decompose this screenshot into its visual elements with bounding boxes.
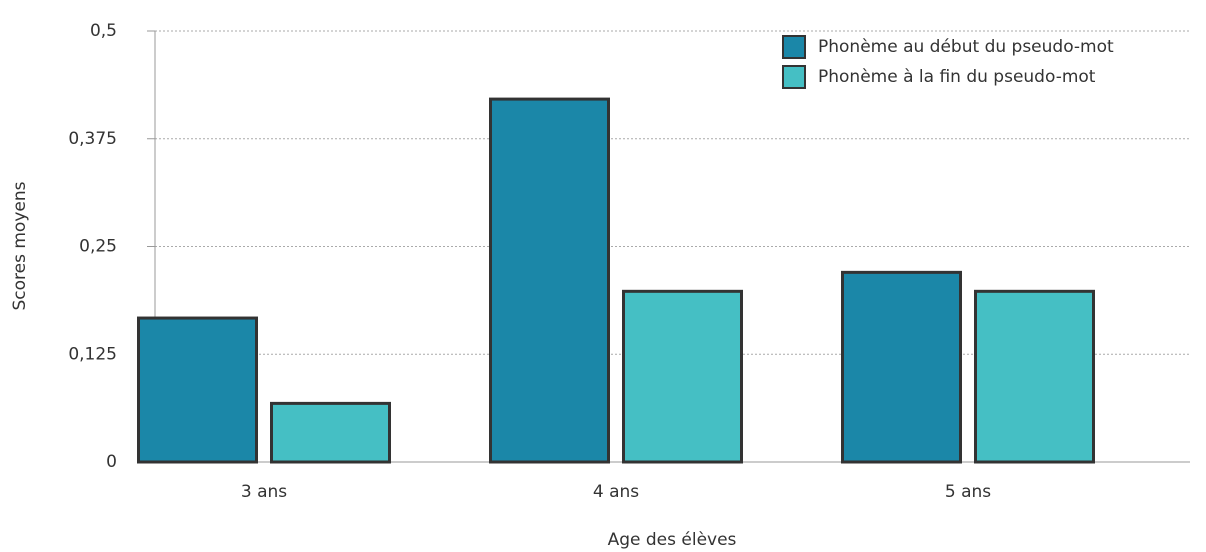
y-axis-title: Scores moyens (10, 181, 30, 310)
bar (489, 97, 610, 464)
y-tick-label: 0 (106, 452, 117, 472)
y-tick-label: 0,25 (79, 237, 117, 257)
bar (137, 316, 258, 464)
x-tick-label: 4 ans (593, 482, 639, 502)
legend-swatch (782, 35, 806, 59)
x-tick-label: 3 ans (241, 482, 287, 502)
y-tick-label: 0,375 (68, 129, 117, 149)
x-axis-title: Age des élèves (608, 530, 737, 550)
y-tick-label: 0,125 (68, 344, 117, 364)
bar (622, 289, 743, 464)
y-tick-label: 0,5 (90, 21, 117, 41)
bar (974, 289, 1095, 464)
legend-swatch (782, 65, 806, 89)
legend-label: Phonème à la fin du pseudo-mot (818, 67, 1096, 87)
bar (841, 270, 962, 464)
legend-label: Phonème au début du pseudo-mot (818, 37, 1114, 57)
x-tick-label: 5 ans (945, 482, 991, 502)
bar (270, 401, 391, 464)
